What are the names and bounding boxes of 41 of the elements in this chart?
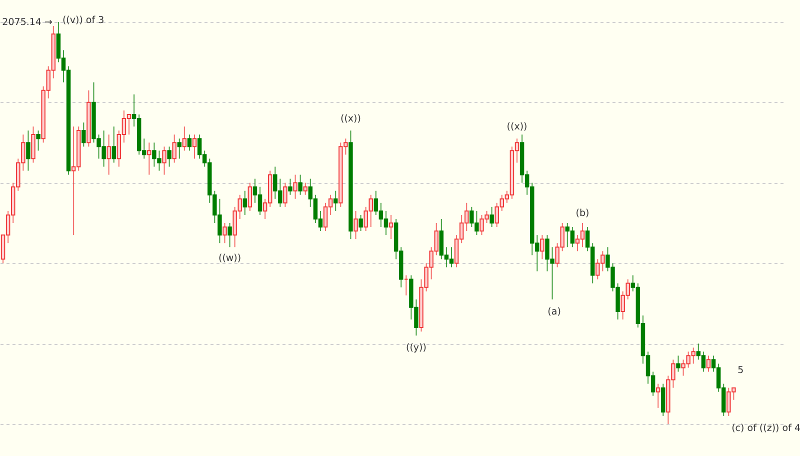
candlestick <box>112 126 116 164</box>
candlestick <box>354 210 358 240</box>
candlestick <box>147 142 152 176</box>
candlestick <box>283 182 288 208</box>
candlestick <box>106 134 111 176</box>
candlestick <box>490 206 494 228</box>
annotation: (a) <box>548 306 561 318</box>
candlestick <box>36 130 40 152</box>
candlestick <box>358 214 363 232</box>
annotation: (b) <box>576 208 590 219</box>
annotation: ((x)) <box>340 114 361 125</box>
candlestick <box>192 134 197 160</box>
text: 5 <box>738 364 744 376</box>
candlestick <box>242 190 248 216</box>
candlestick <box>298 174 302 196</box>
candlestick <box>248 182 252 212</box>
candlestick <box>172 134 176 164</box>
candlestick <box>303 182 308 196</box>
candlestick <box>228 222 232 248</box>
candlestick <box>162 146 166 176</box>
annotation: ((y)) <box>406 342 426 354</box>
annotation: 2075.14 → <box>2 17 52 28</box>
candlestick <box>288 178 292 196</box>
candlestick <box>182 126 187 152</box>
candlestick <box>177 138 182 160</box>
candlestick <box>222 222 227 244</box>
candlestick <box>26 130 30 172</box>
annotation: ((v)) of 3 <box>62 15 104 26</box>
candlestick <box>82 122 86 148</box>
candlestick <box>333 190 338 212</box>
annotation: ((x)) <box>506 122 528 133</box>
candlestick <box>167 146 172 168</box>
candlestick <box>706 355 711 372</box>
candlestick <box>540 234 544 260</box>
candlestick <box>656 383 660 408</box>
candlestick <box>293 174 298 200</box>
candlestick <box>388 214 394 240</box>
candlestick <box>676 355 680 372</box>
candlestick <box>187 134 192 152</box>
annotation: ((w)) <box>218 253 242 264</box>
annotation: (c) of ((z)) of 4 <box>732 422 800 434</box>
